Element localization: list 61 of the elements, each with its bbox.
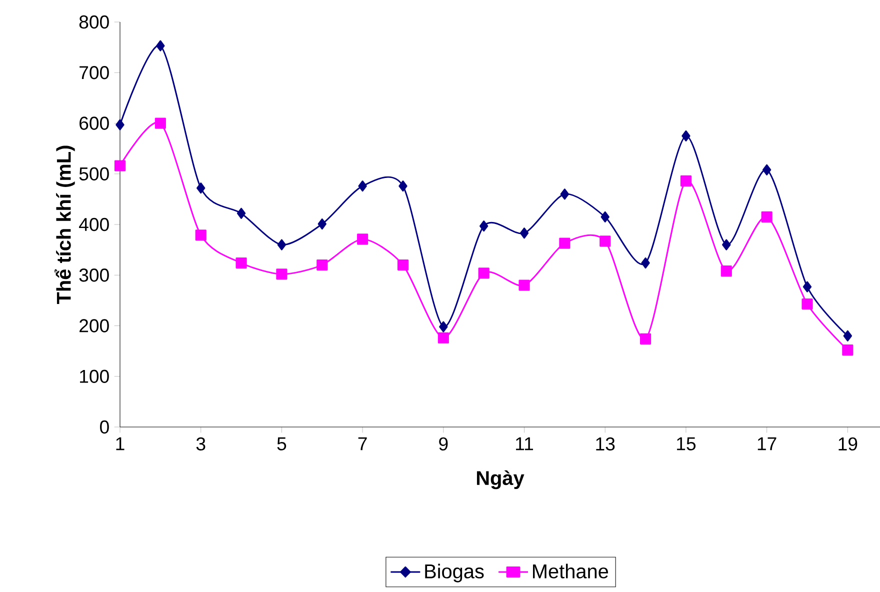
point	[802, 298, 813, 310]
y-tick-label: 800	[79, 15, 109, 29]
point	[478, 268, 490, 279]
x-axis-title: Ngày	[476, 470, 524, 490]
x-tick-label: 7	[358, 437, 367, 450]
y-tick-label: 500	[79, 167, 109, 180]
point	[318, 218, 326, 230]
x-tick-label: 9	[439, 437, 448, 451]
point	[518, 280, 530, 291]
point	[398, 180, 408, 192]
y-tick-label: 100	[80, 370, 109, 383]
point	[762, 164, 772, 176]
point	[358, 180, 367, 192]
y-tick-label: 400	[79, 218, 109, 232]
point	[480, 220, 488, 232]
point	[236, 257, 247, 269]
point	[843, 330, 852, 342]
point	[560, 188, 570, 200]
point	[559, 238, 570, 249]
point	[438, 332, 449, 344]
x-tick-label: 15	[677, 437, 696, 450]
y-tick-label: 0	[100, 420, 109, 434]
y-tick-label: 600	[80, 116, 109, 130]
x-tick-label: 11	[516, 437, 534, 450]
y-tick-label: 200	[80, 319, 109, 332]
point	[316, 259, 328, 271]
point	[641, 257, 650, 269]
point	[682, 130, 690, 142]
point	[842, 344, 854, 356]
point	[600, 211, 610, 222]
legend-label: Methane	[533, 564, 608, 578]
point	[195, 230, 206, 241]
point	[156, 40, 165, 52]
point	[520, 228, 529, 239]
x-tick-label: 3	[196, 437, 206, 451]
point	[722, 239, 731, 250]
point	[439, 321, 448, 332]
x-tick-label: 19	[838, 437, 858, 451]
point	[114, 160, 126, 172]
point	[236, 208, 246, 219]
point	[116, 119, 124, 130]
point	[276, 268, 288, 280]
point	[277, 239, 286, 250]
x-tick-label: 13	[596, 437, 615, 451]
y-tick-label: 300	[79, 268, 109, 282]
point	[720, 266, 732, 277]
point	[640, 333, 652, 344]
point	[154, 118, 166, 129]
point	[600, 236, 611, 247]
x-tick-label: 17	[758, 437, 776, 450]
x-tick-label: 5	[277, 437, 286, 450]
x-tick-label: 1	[116, 437, 124, 450]
point	[680, 175, 692, 186]
y-tick-label: 700	[80, 66, 109, 80]
point	[357, 234, 368, 245]
point	[196, 182, 206, 194]
legend-label: Biogas	[425, 564, 484, 582]
y-axis-title: Thể tích khí (mL)	[54, 146, 75, 304]
point	[761, 211, 772, 222]
point	[397, 259, 409, 271]
point	[802, 281, 812, 292]
